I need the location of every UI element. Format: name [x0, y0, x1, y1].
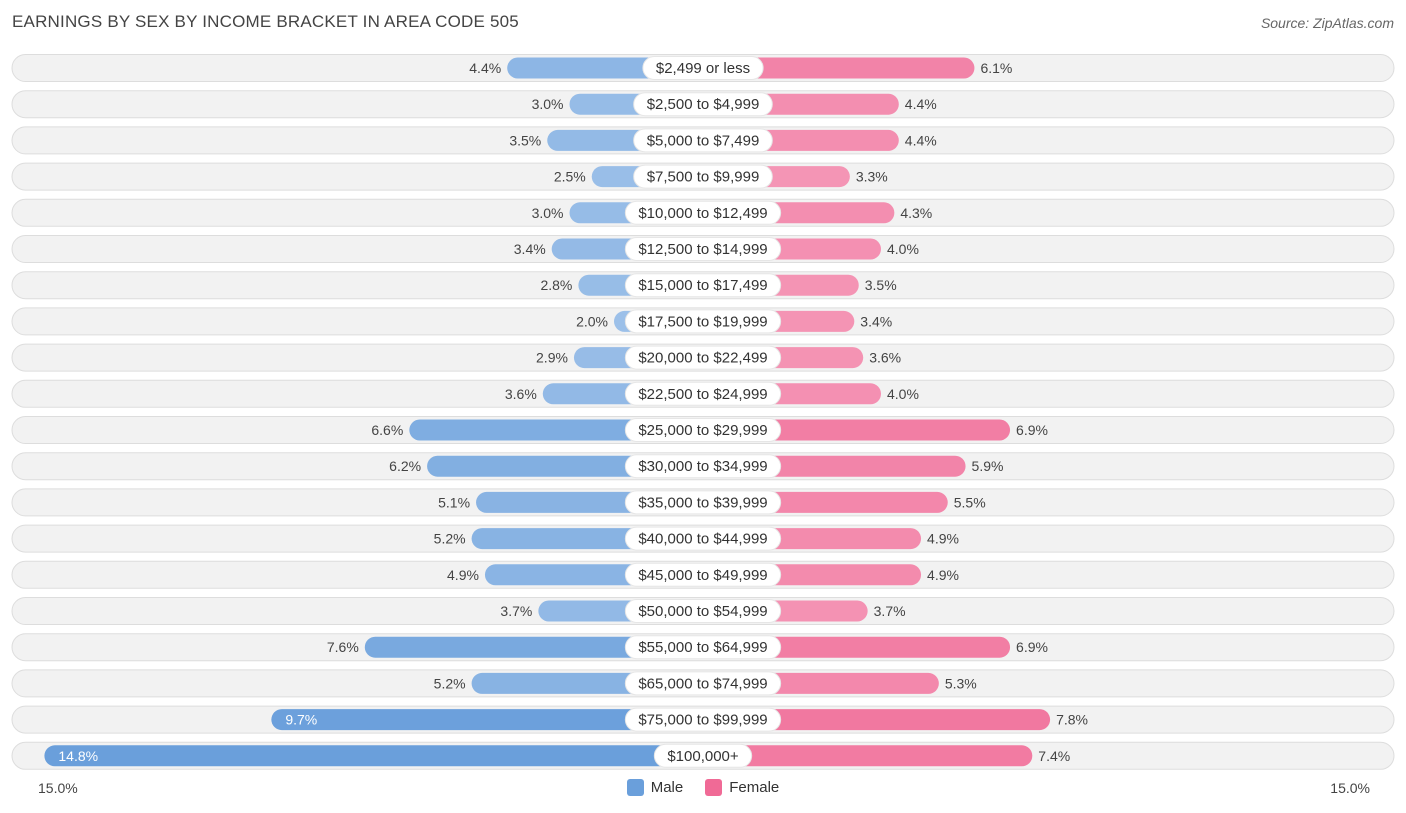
legend-item-male[interactable]: Male — [626, 779, 684, 796]
category-pill — [624, 490, 782, 515]
category-pill — [624, 237, 782, 261]
value-label-female: 4.4% — [905, 96, 937, 112]
value-label-male: 2.9% — [536, 350, 568, 366]
category-pill — [624, 635, 782, 660]
category-label: $5,000 to $7,499 — [647, 132, 760, 149]
value-label-female: 4.9% — [927, 531, 959, 547]
legend-swatch-male — [626, 779, 644, 796]
category-label: $17,500 to $19,999 — [638, 313, 767, 330]
value-label-male: 3.5% — [509, 132, 541, 148]
value-label-male: 3.0% — [532, 205, 564, 221]
category-label: $55,000 to $64,999 — [638, 639, 767, 656]
value-label-female: 4.4% — [905, 132, 937, 148]
value-label-male: 4.4% — [469, 60, 501, 76]
value-label-male: 6.6% — [371, 422, 403, 438]
category-label: $50,000 to $54,999 — [638, 603, 767, 620]
value-label-female: 3.5% — [865, 277, 897, 293]
category-pill — [624, 454, 782, 479]
category-label: $12,500 to $14,999 — [638, 241, 767, 258]
bar-male — [44, 745, 703, 767]
value-label-male: 5.2% — [434, 675, 466, 691]
category-pill — [624, 671, 782, 696]
category-label: $7,500 to $9,999 — [647, 169, 760, 186]
category-pill — [624, 381, 782, 406]
category-label: $40,000 to $44,999 — [638, 531, 767, 548]
value-label-female: 3.3% — [856, 169, 888, 185]
value-label-female: 7.8% — [1056, 712, 1088, 728]
value-label-male: 2.5% — [554, 169, 586, 185]
value-label-female: 3.7% — [874, 603, 906, 619]
legend-swatch-female — [705, 779, 723, 796]
value-label-female: 6.9% — [1016, 422, 1048, 438]
category-pill — [633, 128, 773, 153]
value-label-male: 3.7% — [500, 603, 532, 619]
category-pill — [624, 200, 782, 225]
chart-source: Source: ZipAtlas.com — [1260, 15, 1394, 31]
category-pill — [624, 345, 782, 370]
category-pill — [624, 526, 782, 551]
category-label: $65,000 to $74,999 — [638, 675, 767, 692]
category-label: $45,000 to $49,999 — [638, 567, 767, 584]
value-label-male: 3.0% — [532, 96, 564, 112]
category-label: $20,000 to $22,499 — [638, 350, 767, 367]
chart-title: EARNINGS BY SEX BY INCOME BRACKET IN ARE… — [12, 12, 519, 31]
value-label-female: 5.5% — [954, 494, 986, 510]
category-pill — [624, 562, 782, 587]
category-label: $35,000 to $39,999 — [638, 494, 767, 511]
axis-min-label: 15.0% — [38, 780, 78, 796]
value-label-male: 9.7% — [285, 712, 317, 728]
category-label: $25,000 to $29,999 — [638, 422, 767, 439]
legend-item-female[interactable]: Female — [705, 779, 779, 796]
value-label-female: 6.9% — [1016, 639, 1048, 655]
value-label-male: 6.2% — [389, 458, 421, 474]
category-pill — [624, 707, 782, 732]
category-label: $10,000 to $12,499 — [638, 205, 767, 222]
bar-female — [703, 745, 1033, 767]
category-label: $100,000+ — [667, 748, 739, 765]
legend-label-male: Male — [650, 779, 684, 796]
bar-male — [271, 709, 703, 731]
bar-female — [703, 709, 1051, 731]
value-label-female: 4.3% — [900, 205, 932, 221]
value-label-female: 3.4% — [860, 313, 892, 329]
value-label-male: 2.0% — [576, 313, 608, 329]
value-label-male: 5.2% — [434, 531, 466, 547]
category-pill — [633, 164, 773, 189]
value-label-female: 7.4% — [1038, 748, 1070, 764]
category-pill — [633, 92, 773, 117]
axis-max-label: 15.0% — [1330, 780, 1370, 796]
category-label: $2,499 or less — [656, 60, 750, 77]
category-pill — [624, 418, 782, 442]
bar-female — [703, 57, 975, 79]
bar-male — [364, 636, 703, 658]
value-label-female: 4.9% — [927, 567, 959, 583]
value-label-male: 2.8% — [540, 277, 572, 293]
category-pill — [624, 599, 782, 623]
value-label-female: 5.9% — [972, 458, 1004, 474]
value-label-male: 3.4% — [514, 241, 546, 257]
legend: Male Female — [0, 779, 1406, 796]
category-pill — [642, 56, 764, 80]
category-pill — [653, 743, 753, 768]
category-label: $30,000 to $34,999 — [638, 458, 767, 475]
value-label-female: 6.1% — [980, 60, 1012, 76]
category-label: $75,000 to $99,999 — [638, 712, 767, 729]
value-label-male: 7.6% — [327, 639, 359, 655]
value-label-female: 3.6% — [869, 350, 901, 366]
legend-label-female: Female — [729, 779, 780, 796]
category-pill — [624, 309, 782, 334]
category-pill — [624, 273, 782, 298]
value-label-female: 4.0% — [887, 241, 919, 257]
value-label-male: 5.1% — [438, 494, 470, 510]
value-label-female: 4.0% — [887, 386, 919, 402]
value-label-male: 14.8% — [58, 748, 98, 764]
category-label: $15,000 to $17,499 — [638, 277, 767, 294]
category-label: $22,500 to $24,999 — [638, 386, 767, 403]
value-label-male: 3.6% — [505, 386, 537, 402]
value-label-male: 4.9% — [447, 567, 479, 583]
category-label: $2,500 to $4,999 — [647, 96, 760, 113]
value-label-female: 5.3% — [945, 675, 977, 691]
